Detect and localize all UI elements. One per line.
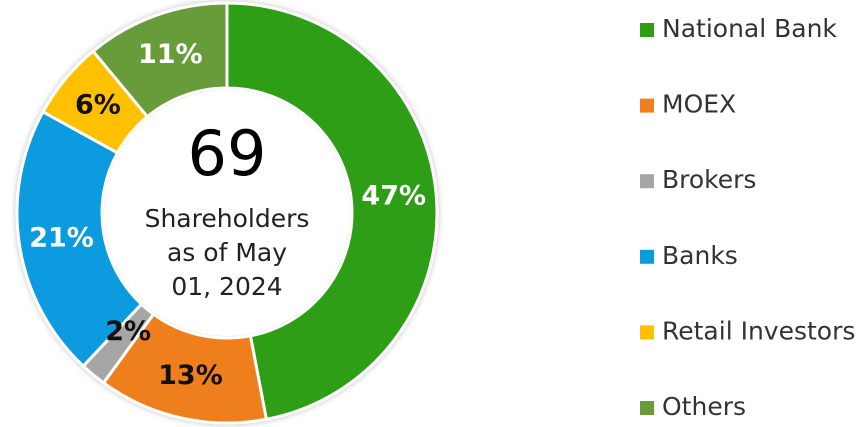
center-value: 69: [188, 117, 267, 190]
donut-segment: [91, 1, 229, 119]
legend-label: Banks: [662, 241, 738, 270]
center-label: Shareholders: [145, 204, 310, 233]
center-circle: [104, 90, 350, 336]
donut: [15, 1, 439, 425]
donut-segment: [225, 1, 439, 422]
data-label: 13%: [158, 360, 223, 391]
legend-swatch: [640, 23, 654, 37]
center-label: 01, 2024: [171, 272, 282, 301]
legend-label: Others: [662, 392, 746, 421]
legend-label: National Bank: [662, 14, 837, 43]
center-label: as of May: [167, 238, 287, 267]
legend-label: Retail Investors: [662, 316, 855, 345]
legend-swatch: [640, 174, 654, 189]
legend-swatch: [640, 325, 654, 340]
legend-swatch: [640, 401, 654, 415]
legend-label: Brokers: [662, 165, 756, 194]
data-label: 21%: [29, 223, 94, 254]
data-label: 11%: [138, 39, 203, 70]
donut-segment: [15, 109, 144, 369]
legend-swatch: [640, 98, 654, 113]
legend-swatch: [640, 249, 654, 264]
data-label: 6%: [75, 90, 121, 121]
legend-label: MOEX: [662, 90, 736, 119]
data-label: 47%: [361, 181, 426, 212]
data-label: 2%: [105, 316, 151, 347]
